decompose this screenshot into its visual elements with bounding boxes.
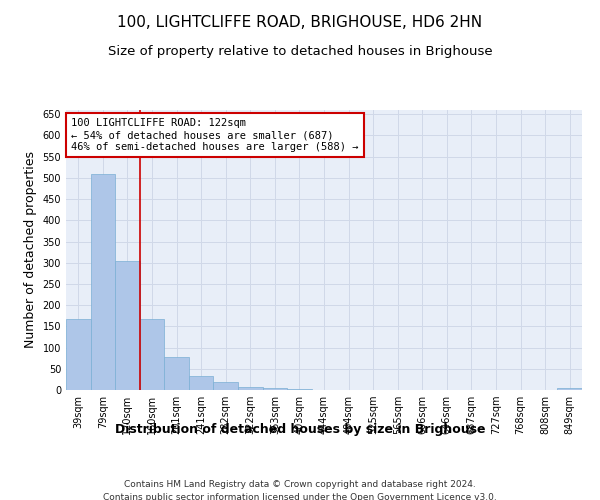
Bar bbox=[214, 382, 238, 390]
Bar bbox=[557, 388, 582, 390]
Text: Distribution of detached houses by size in Brighouse: Distribution of detached houses by size … bbox=[115, 422, 485, 436]
Y-axis label: Number of detached properties: Number of detached properties bbox=[24, 152, 37, 348]
Bar bbox=[238, 386, 263, 390]
Bar bbox=[140, 318, 164, 390]
Text: 100 LIGHTCLIFFE ROAD: 122sqm
← 54% of detached houses are smaller (687)
46% of s: 100 LIGHTCLIFFE ROAD: 122sqm ← 54% of de… bbox=[71, 118, 359, 152]
Bar bbox=[189, 376, 214, 390]
Text: Contains HM Land Registry data © Crown copyright and database right 2024.: Contains HM Land Registry data © Crown c… bbox=[124, 480, 476, 489]
Bar bbox=[263, 388, 287, 390]
Bar bbox=[66, 318, 91, 390]
Text: 100, LIGHTCLIFFE ROAD, BRIGHOUSE, HD6 2HN: 100, LIGHTCLIFFE ROAD, BRIGHOUSE, HD6 2H… bbox=[118, 15, 482, 30]
Text: Contains public sector information licensed under the Open Government Licence v3: Contains public sector information licen… bbox=[103, 492, 497, 500]
Bar bbox=[91, 174, 115, 390]
Bar bbox=[115, 262, 140, 390]
Text: Size of property relative to detached houses in Brighouse: Size of property relative to detached ho… bbox=[107, 45, 493, 58]
Bar bbox=[164, 358, 189, 390]
Bar bbox=[287, 389, 312, 390]
